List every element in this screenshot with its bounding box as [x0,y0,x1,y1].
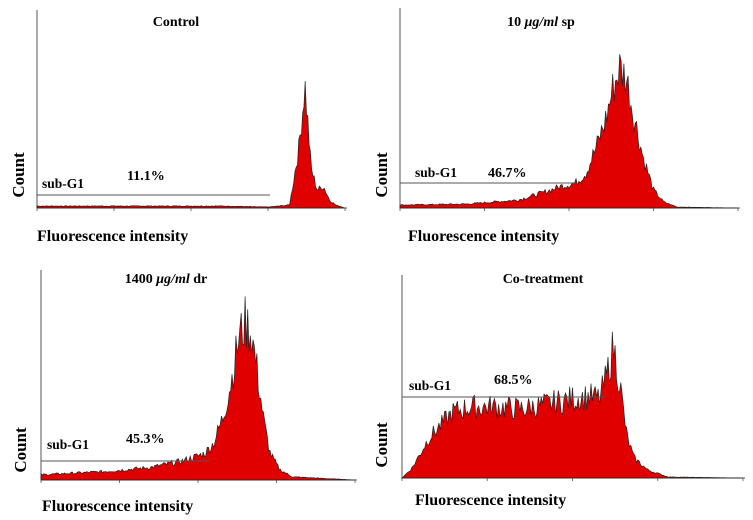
panel-control-x-label: Fluorescence intensity [37,228,188,245]
panel-control-sub-g1-percent: 11.1% [127,169,165,184]
panel-dr-title: 1400 μg/ml dr [125,272,207,287]
panel-dr-histogram [40,296,356,481]
panel-cotreatment-x-label: Fluorescence intensity [415,492,566,509]
panel-dr-gate-label: sub-G1 [47,437,89,452]
panel-dr-sub-g1-percent: 45.3% [126,432,165,447]
panel-cotreatment-histogram [401,331,743,479]
panel-dr-ticks [40,480,356,483]
panel-sp-histogram [399,54,738,209]
panel-control-histogram [36,81,346,209]
panel-control-y-label: Count [9,152,28,198]
panel-control-title: Control [153,15,200,30]
panel-cotreatment-gate-label: sub-G1 [409,378,451,393]
panel-control-gate-label: sub-G1 [42,176,84,191]
panel-sp-gate-label: sub-G1 [415,165,457,180]
panel-sp-title: 10 μg/ml sp [507,15,575,30]
panel-cotreatment-ticks [401,478,744,481]
panel-cotreatment: Co-treatment sub-G1 68.5% Count Fluoresc… [372,272,745,509]
panel-dr: 1400 μg/ml dr sub-G1 45.3% Count Fluores… [11,270,357,515]
panel-dr-y-label: Count [11,427,30,473]
panel-sp: 10 μg/ml sp sub-G1 46.7% Count Fluoresce… [372,8,740,245]
panel-control: Control sub-G1 11.1% Count Fluorescence … [9,10,347,245]
panel-control-ticks [36,208,346,211]
panel-cotreatment-sub-g1-percent: 68.5% [494,373,533,388]
panel-cotreatment-title: Co-treatment [503,272,584,287]
panel-sp-sub-g1-percent: 46.7% [488,166,527,181]
panel-dr-x-label: Fluorescence intensity [42,498,193,515]
panel-cotreatment-y-label: Count [372,422,391,468]
panel-sp-x-label: Fluorescence intensity [408,228,559,245]
panel-sp-y-label: Count [372,152,391,198]
panel-sp-ticks [399,208,739,211]
